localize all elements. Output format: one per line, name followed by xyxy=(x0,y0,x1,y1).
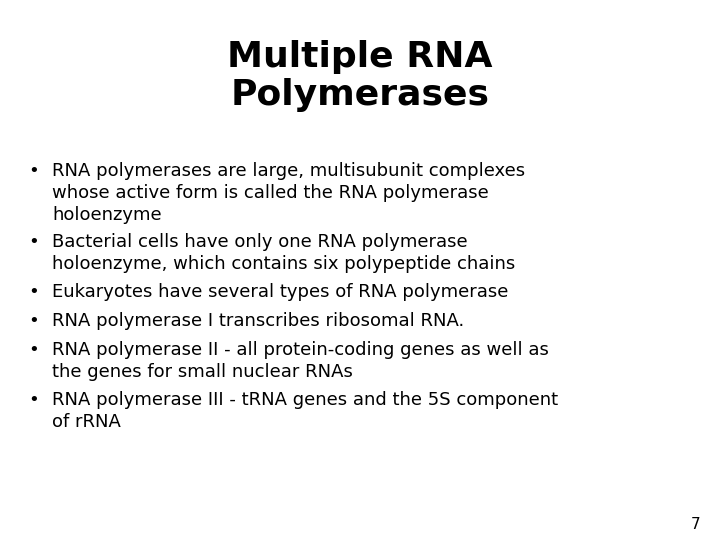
Text: •: • xyxy=(28,283,39,301)
Text: 7: 7 xyxy=(690,517,700,532)
Text: Multiple RNA
Polymerases: Multiple RNA Polymerases xyxy=(228,40,492,112)
Text: •: • xyxy=(28,312,39,330)
Text: •: • xyxy=(28,391,39,409)
Text: •: • xyxy=(28,162,39,180)
Text: Bacterial cells have only one RNA polymerase
holoenzyme, which contains six poly: Bacterial cells have only one RNA polyme… xyxy=(52,233,516,273)
Text: •: • xyxy=(28,233,39,251)
Text: RNA polymerase II - all protein-coding genes as well as
the genes for small nucl: RNA polymerase II - all protein-coding g… xyxy=(52,341,549,381)
Text: RNA polymerases are large, multisubunit complexes
whose active form is called th: RNA polymerases are large, multisubunit … xyxy=(52,162,525,225)
Text: Eukaryotes have several types of RNA polymerase: Eukaryotes have several types of RNA pol… xyxy=(52,283,508,301)
Text: RNA polymerase III - tRNA genes and the 5S component
of rRNA: RNA polymerase III - tRNA genes and the … xyxy=(52,391,558,431)
Text: RNA polymerase I transcribes ribosomal RNA.: RNA polymerase I transcribes ribosomal R… xyxy=(52,312,464,330)
Text: •: • xyxy=(28,341,39,359)
